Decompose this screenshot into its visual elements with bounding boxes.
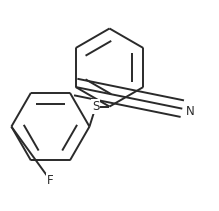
Text: N: N (185, 105, 194, 118)
Text: F: F (47, 174, 54, 187)
Text: S: S (92, 100, 99, 113)
